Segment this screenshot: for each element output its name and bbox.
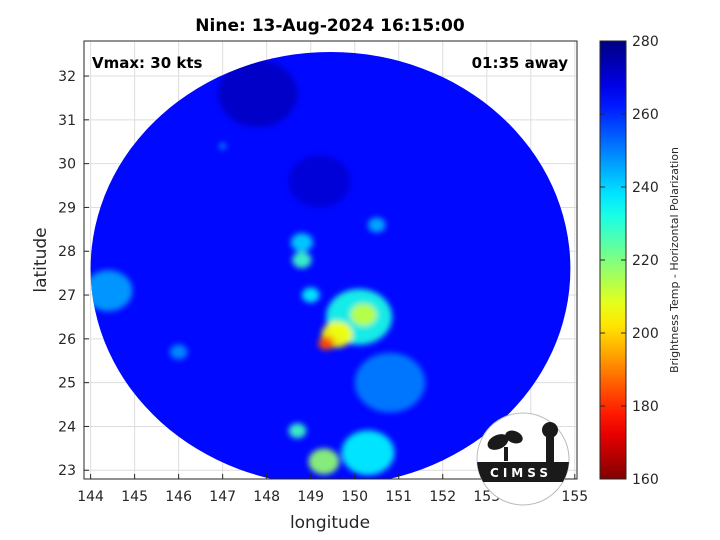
x-tick-label: 146 <box>165 489 192 505</box>
chart-title: Nine: 13-Aug-2024 16:15:00 <box>195 16 465 36</box>
y-tick-label: 28 <box>58 244 76 260</box>
y-tick-label: 27 <box>58 288 76 304</box>
brightness-feature <box>288 423 307 439</box>
y-tick-label: 24 <box>58 419 76 435</box>
x-tick-label: 152 <box>429 489 456 505</box>
x-axis-label: longitude <box>290 513 370 533</box>
time-away-annotation: 01:35 away <box>472 54 569 72</box>
brightness-feature <box>308 448 340 475</box>
y-tick-label: 30 <box>58 157 76 173</box>
brightness-feature <box>90 270 133 312</box>
x-tick-label: 155 <box>561 489 588 505</box>
brightness-feature <box>301 287 320 303</box>
x-tick-label: 145 <box>121 489 148 505</box>
x-tick-label: 151 <box>385 489 412 505</box>
y-tick-label: 26 <box>58 332 76 348</box>
y-axis-ticks: 23 24 25 26 27 28 29 30 31 32 <box>58 69 89 479</box>
y-tick-label: 31 <box>58 113 76 129</box>
colorbar-label: Brightness Temp - Horizontal Polarizatio… <box>668 147 681 373</box>
x-tick-label: 144 <box>77 489 104 505</box>
brightness-feature <box>290 233 313 252</box>
x-tick-label: 149 <box>297 489 324 505</box>
cimss-logo: CIMSS <box>476 412 570 506</box>
vmax-annotation: Vmax: 30 kts <box>92 54 202 72</box>
colorbar-tick-label: 160 <box>632 472 659 488</box>
y-tick-label: 23 <box>58 463 76 479</box>
colorbar-tick-label: 260 <box>632 107 659 123</box>
x-tick-label: 150 <box>341 489 368 505</box>
brightness-feature <box>350 303 377 326</box>
cimss-logo-text: CIMSS <box>490 466 552 480</box>
swath-background <box>90 51 571 479</box>
x-tick-label: 148 <box>253 489 280 505</box>
brightness-feature <box>218 60 298 128</box>
swath-features <box>90 60 426 476</box>
colorbar-tick-label: 280 <box>632 34 659 50</box>
brightness-feature <box>367 217 386 233</box>
colorbar-tick-label: 220 <box>632 253 659 269</box>
brightness-feature <box>169 344 188 360</box>
brightness-feature <box>341 430 395 476</box>
colorbar-tick-label: 180 <box>632 399 659 415</box>
plot-frame <box>83 40 578 480</box>
brightness-feature <box>318 336 335 350</box>
y-tick-label: 29 <box>58 200 76 216</box>
y-tick-label: 32 <box>58 69 76 85</box>
y-tick-label: 25 <box>58 376 76 392</box>
brightness-feature <box>292 251 312 269</box>
brightness-feature <box>354 352 426 413</box>
brightness-temp-swath <box>90 51 571 479</box>
colorbar-tick-label: 240 <box>632 180 659 196</box>
colorbar-ticks: 160 180 200 220 240 260 280 <box>600 34 659 488</box>
brightness-feature <box>219 143 227 150</box>
y-axis-label: latitude <box>31 227 51 292</box>
colorbar-tick-label: 200 <box>632 326 659 342</box>
x-tick-label: 147 <box>209 489 236 505</box>
brightness-feature <box>288 155 351 208</box>
